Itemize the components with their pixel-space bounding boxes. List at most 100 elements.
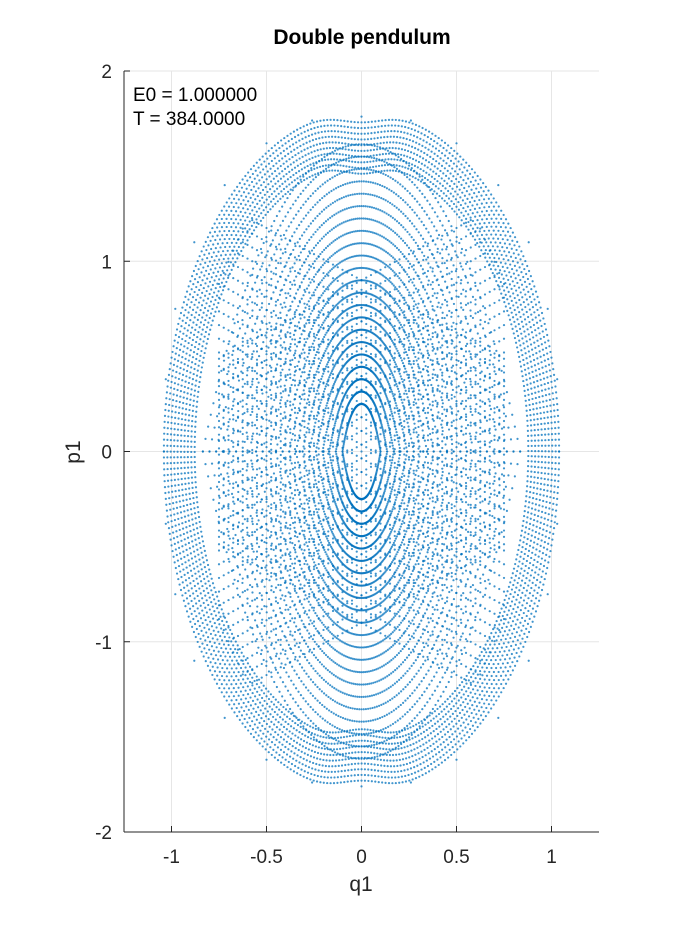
trajectory-point <box>324 764 327 768</box>
trajectory-point <box>223 687 226 690</box>
trajectory-point <box>534 530 537 534</box>
trajectory-point <box>186 316 189 319</box>
trajectory-point <box>190 612 193 615</box>
trajectory-point <box>221 242 224 245</box>
trajectory-point <box>538 373 542 376</box>
trajectory-point <box>437 763 440 767</box>
trajectory-point <box>188 487 191 490</box>
trajectory-point <box>357 762 360 765</box>
trajectory-point <box>544 328 548 331</box>
trajectory-point <box>289 768 292 771</box>
trajectory-point <box>202 286 205 290</box>
trajectory-point <box>390 512 393 515</box>
trajectory-point <box>522 611 525 615</box>
trajectory-point <box>389 731 392 734</box>
trajectory-point <box>518 544 521 547</box>
trajectory-point <box>549 490 552 493</box>
trajectory-point <box>237 198 240 201</box>
trajectory-point <box>261 704 264 707</box>
trajectory-point <box>313 167 316 170</box>
trajectory-point <box>169 386 172 389</box>
trajectory-point <box>216 674 219 677</box>
trajectory-point <box>195 357 198 361</box>
trajectory-point <box>238 710 241 713</box>
trajectory-point <box>196 640 199 644</box>
trajectory-point <box>190 366 193 369</box>
trajectory-point <box>376 746 379 750</box>
trajectory-point <box>163 420 166 423</box>
trajectory-point <box>192 528 195 531</box>
trajectory-point <box>235 682 238 686</box>
trajectory-point <box>534 597 538 600</box>
trajectory-point <box>514 256 517 260</box>
trajectory-point <box>208 280 212 283</box>
trajectory-point <box>505 246 509 249</box>
trajectory-point <box>214 238 217 242</box>
trajectory-point <box>538 395 541 399</box>
trajectory-point <box>420 720 423 723</box>
trajectory-point <box>189 552 192 555</box>
trajectory-point <box>453 182 456 186</box>
trajectory-point <box>310 133 314 136</box>
trajectory-point <box>204 660 207 663</box>
trajectory-point <box>292 130 296 133</box>
trajectory-point <box>216 658 220 661</box>
trajectory-point <box>313 150 316 153</box>
trajectory-point <box>376 131 380 134</box>
trajectory-point <box>500 292 503 295</box>
trajectory-point <box>190 461 193 464</box>
trajectory-point <box>370 768 373 771</box>
trajectory-point <box>166 462 169 465</box>
trajectory-point <box>224 647 228 650</box>
trajectory-point <box>330 436 333 439</box>
trajectory-point <box>346 780 349 783</box>
trajectory-point <box>430 762 433 766</box>
trajectory-point <box>508 318 512 321</box>
trajectory-point <box>210 288 213 291</box>
trajectory-point <box>192 502 195 505</box>
trajectory-point <box>257 166 260 169</box>
trajectory-point <box>387 400 390 403</box>
trajectory-point <box>256 690 259 693</box>
trajectory-point <box>502 678 505 681</box>
trajectory-point <box>391 459 394 462</box>
trajectory-point <box>377 769 380 772</box>
trajectory-point <box>187 559 190 562</box>
trajectory-point <box>217 290 220 293</box>
trajectory-point <box>374 120 377 123</box>
trajectory-point <box>244 195 248 198</box>
trajectory-point <box>292 186 295 189</box>
trajectory-point <box>543 428 547 431</box>
trajectory-point <box>391 441 394 444</box>
trajectory-point <box>357 751 360 754</box>
trajectory-point <box>173 467 176 470</box>
trajectory-point <box>251 172 254 176</box>
trajectory-point <box>465 217 468 220</box>
trajectory-point <box>267 690 270 693</box>
trajectory-point <box>291 168 294 171</box>
trajectory-point <box>433 748 436 751</box>
trajectory-point <box>175 394 179 397</box>
trajectory-point <box>511 661 514 664</box>
trajectory-point <box>332 118 336 121</box>
trajectory-point <box>506 653 509 656</box>
trajectory-point <box>457 160 460 163</box>
trajectory-point <box>219 635 222 638</box>
trajectory-point <box>186 531 189 534</box>
trajectory-point <box>182 550 185 553</box>
trajectory-point <box>173 473 176 476</box>
trajectory-point <box>524 293 527 296</box>
trajectory-point <box>223 205 226 208</box>
trajectory-point <box>492 635 496 638</box>
trajectory-point <box>509 295 512 298</box>
trajectory-point <box>425 759 428 762</box>
trajectory-point <box>401 758 405 761</box>
trajectory-point <box>524 564 527 568</box>
trajectory-point <box>495 674 498 678</box>
trajectory-point <box>337 731 340 734</box>
trajectory-point <box>479 677 482 680</box>
trajectory-point <box>525 298 528 301</box>
trajectory-point <box>547 518 550 521</box>
trajectory-point <box>367 762 370 765</box>
trajectory-point <box>379 450 382 453</box>
